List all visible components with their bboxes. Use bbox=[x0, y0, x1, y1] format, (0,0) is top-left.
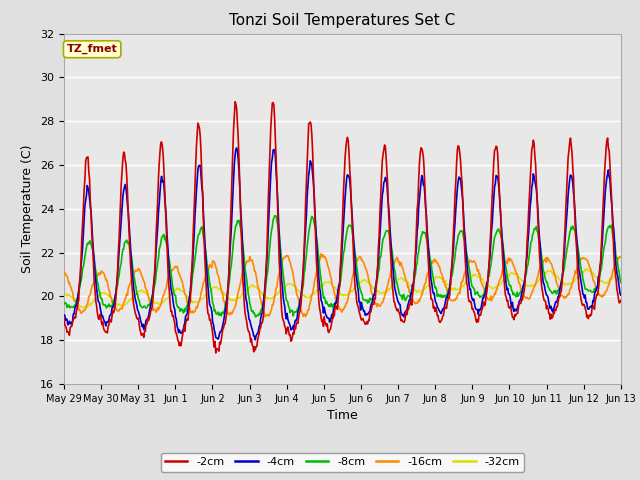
Y-axis label: Soil Temperature (C): Soil Temperature (C) bbox=[22, 144, 35, 273]
Legend: -2cm, -4cm, -8cm, -16cm, -32cm: -2cm, -4cm, -8cm, -16cm, -32cm bbox=[161, 453, 524, 471]
X-axis label: Time: Time bbox=[327, 409, 358, 422]
Text: TZ_fmet: TZ_fmet bbox=[67, 44, 118, 54]
Title: Tonzi Soil Temperatures Set C: Tonzi Soil Temperatures Set C bbox=[229, 13, 456, 28]
